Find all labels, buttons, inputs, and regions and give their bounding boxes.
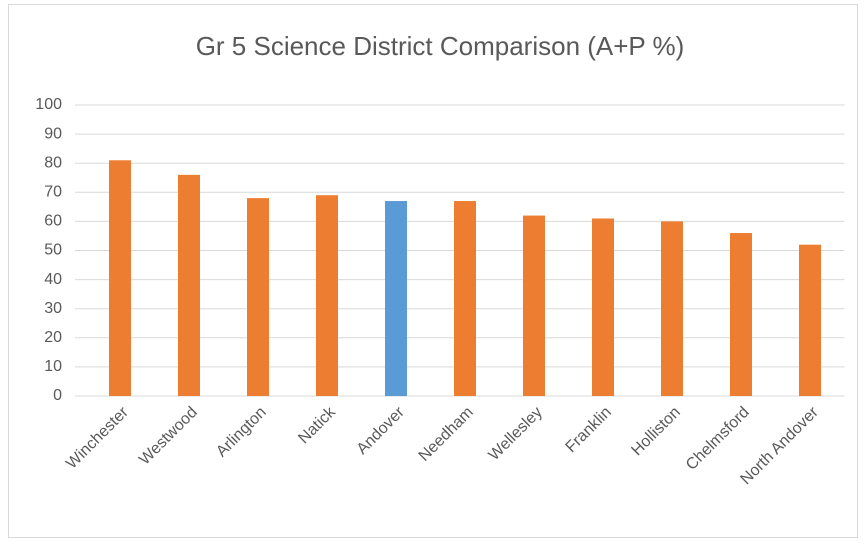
bar bbox=[385, 201, 407, 396]
y-tick-label: 30 bbox=[44, 300, 62, 317]
y-tick-label: 40 bbox=[44, 271, 62, 288]
bar bbox=[178, 174, 200, 396]
chart-title: Gr 5 Science District Comparison (A+P %) bbox=[196, 31, 685, 61]
y-tick-label: 80 bbox=[44, 154, 62, 171]
bar bbox=[316, 195, 338, 396]
y-tick-label: 90 bbox=[44, 125, 62, 142]
y-tick-label: 60 bbox=[44, 213, 62, 230]
y-tick-label: 20 bbox=[44, 329, 62, 346]
bar bbox=[454, 201, 476, 396]
bar bbox=[592, 218, 614, 396]
bar bbox=[247, 198, 269, 396]
y-tick-label: 0 bbox=[53, 387, 62, 404]
y-tick-label: 10 bbox=[44, 358, 62, 375]
chart-border bbox=[8, 4, 858, 538]
y-tick-label: 70 bbox=[44, 184, 62, 201]
bar bbox=[109, 160, 131, 396]
y-tick-label: 100 bbox=[35, 96, 62, 113]
bar bbox=[661, 221, 683, 396]
bar bbox=[730, 233, 752, 396]
bar bbox=[799, 244, 821, 396]
bar bbox=[523, 215, 545, 396]
y-tick-label: 50 bbox=[44, 242, 62, 259]
